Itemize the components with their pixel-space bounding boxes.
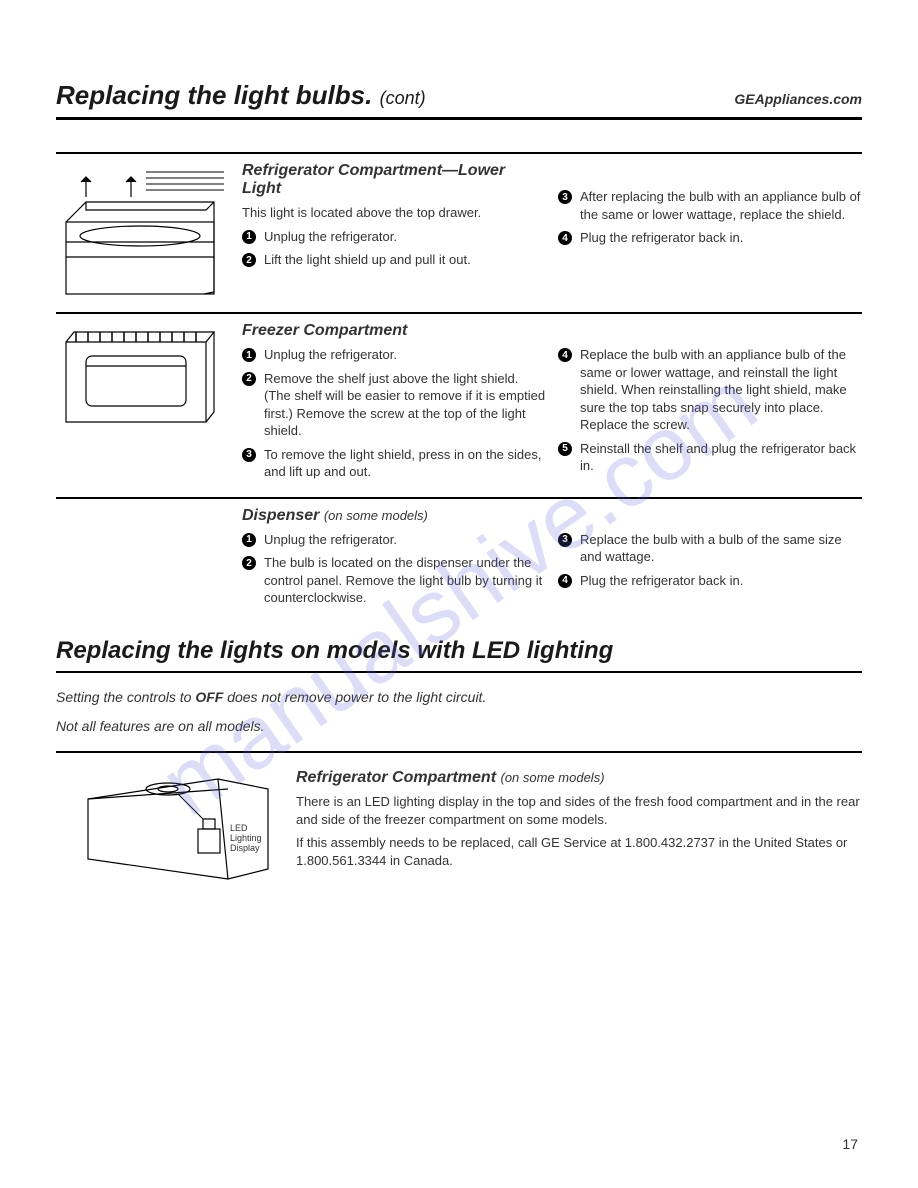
col-left: Dispenser (on some models) 1 Unplug the r… (242, 507, 546, 613)
divider (56, 152, 862, 154)
section-refrig-lower: Refrigerator Compartment—Lower Light Thi… (56, 162, 862, 312)
step-number: 1 (242, 230, 256, 244)
illustration-blank (56, 507, 224, 613)
step-text: Lift the light shield up and pull it out… (264, 251, 471, 269)
title-text: Replacing the light bulbs. (56, 80, 372, 110)
step-number: 2 (242, 253, 256, 267)
title-note: (on some models) (500, 770, 604, 785)
step: 5 Reinstall the shelf and plug the refrig… (558, 440, 862, 475)
svg-text:LED: LED (230, 823, 248, 833)
site-url: GEAppliances.com (734, 91, 862, 107)
title-text: Dispenser (242, 507, 319, 524)
col-right: 4 Replace the bulb with an appliance bulb… (558, 322, 862, 487)
section-freezer: Freezer Compartment 1 Unplug the refriger… (56, 322, 862, 497)
step-text: To remove the light shield, press in on … (264, 446, 546, 481)
step-text: Unplug the refrigerator. (264, 228, 397, 246)
step-text: After replacing the bulb with an applian… (580, 188, 862, 223)
section-title: Refrigerator Compartment (on some models… (296, 769, 862, 787)
step: 3 Replace the bulb with a bulb of the sam… (558, 531, 862, 566)
divider (56, 497, 862, 499)
led-note-1: Setting the controls to OFF does not rem… (56, 687, 862, 708)
step-number: 2 (242, 556, 256, 570)
page-header: Replacing the light bulbs. (cont) GEAppl… (56, 80, 862, 120)
col-right: 3 Replace the bulb with a bulb of the sam… (558, 507, 862, 613)
step-text: Unplug the refrigerator. (264, 531, 397, 549)
step-number: 5 (558, 442, 572, 456)
step: 1 Unplug the refrigerator. (242, 346, 546, 364)
page-title: Replacing the light bulbs. (cont) (56, 80, 426, 111)
led-title-row: Replacing the lights on models with LED … (56, 637, 862, 673)
step: 1 Unplug the refrigerator. (242, 228, 546, 246)
step-number: 1 (242, 533, 256, 547)
step: 3 To remove the light shield, press in on… (242, 446, 546, 481)
body-text-2: If this assembly needs to be replaced, c… (296, 834, 862, 869)
content-columns: Freezer Compartment 1 Unplug the refriger… (242, 322, 862, 487)
step-text: Replace the bulb with an appliance bulb … (580, 346, 862, 434)
illustration-freezer (56, 322, 224, 487)
step-text: Unplug the refrigerator. (264, 346, 397, 364)
step-number: 3 (242, 448, 256, 462)
led-title: Replacing the lights on models with LED … (56, 637, 862, 665)
step-text: Remove the shelf just above the light sh… (264, 370, 546, 440)
led-content: Refrigerator Compartment (on some models… (296, 769, 862, 894)
step-number: 3 (558, 190, 572, 204)
page-number: 17 (842, 1136, 858, 1152)
section-title: Refrigerator Compartment—Lower Light (242, 162, 546, 198)
step: 3 After replacing the bulb with an applia… (558, 188, 862, 223)
step-text: Plug the refrigerator back in. (580, 572, 743, 590)
section-title: Freezer Compartment (242, 322, 546, 340)
step: 1 Unplug the refrigerator. (242, 531, 546, 549)
step-text: Reinstall the shelf and plug the refrige… (580, 440, 862, 475)
note-pre: Setting the controls to (56, 689, 195, 705)
col-left: Freezer Compartment 1 Unplug the refriger… (242, 322, 546, 487)
step-number: 1 (242, 348, 256, 362)
section-intro: This light is located above the top draw… (242, 204, 546, 222)
section-dispenser: Dispenser (on some models) 1 Unplug the r… (56, 507, 862, 623)
col-left: Refrigerator Compartment—Lower Light Thi… (242, 162, 546, 302)
note-off: OFF (195, 689, 223, 705)
step: 2 The bulb is located on the dispenser un… (242, 554, 546, 607)
step-number: 4 (558, 231, 572, 245)
content-columns: Refrigerator Compartment—Lower Light Thi… (242, 162, 862, 302)
step-number: 3 (558, 533, 572, 547)
illustration-drawer (56, 162, 224, 302)
step-text: Replace the bulb with a bulb of the same… (580, 531, 862, 566)
title-note: (on some models) (324, 508, 428, 523)
title-cont: (cont) (380, 88, 426, 108)
step: 4 Plug the refrigerator back in. (558, 229, 862, 247)
divider (56, 751, 862, 753)
step-number: 4 (558, 574, 572, 588)
step-text: The bulb is located on the dispenser und… (264, 554, 546, 607)
col-right: 3 After replacing the bulb with an applia… (558, 162, 862, 302)
body-text-1: There is an LED lighting display in the … (296, 793, 862, 828)
illustration-led: LED Lighting Display (78, 769, 278, 894)
note-post: does not remove power to the light circu… (223, 689, 486, 705)
step: 4 Replace the bulb with an appliance bulb… (558, 346, 862, 434)
step: 2 Lift the light shield up and pull it ou… (242, 251, 546, 269)
step: 2 Remove the shelf just above the light s… (242, 370, 546, 440)
content-columns: Dispenser (on some models) 1 Unplug the r… (242, 507, 862, 613)
svg-text:Display: Display (230, 843, 260, 853)
divider (56, 312, 862, 314)
title-text: Refrigerator Compartment (296, 769, 496, 786)
step-number: 2 (242, 372, 256, 386)
step-text: Plug the refrigerator back in. (580, 229, 743, 247)
svg-text:Lighting: Lighting (230, 833, 262, 843)
section-led-refrig: LED Lighting Display Refrigerator Compar… (78, 769, 862, 894)
section-title: Dispenser (on some models) (242, 507, 546, 525)
led-note-2: Not all features are on all models. (56, 716, 862, 737)
step-number: 4 (558, 348, 572, 362)
step: 4 Plug the refrigerator back in. (558, 572, 862, 590)
